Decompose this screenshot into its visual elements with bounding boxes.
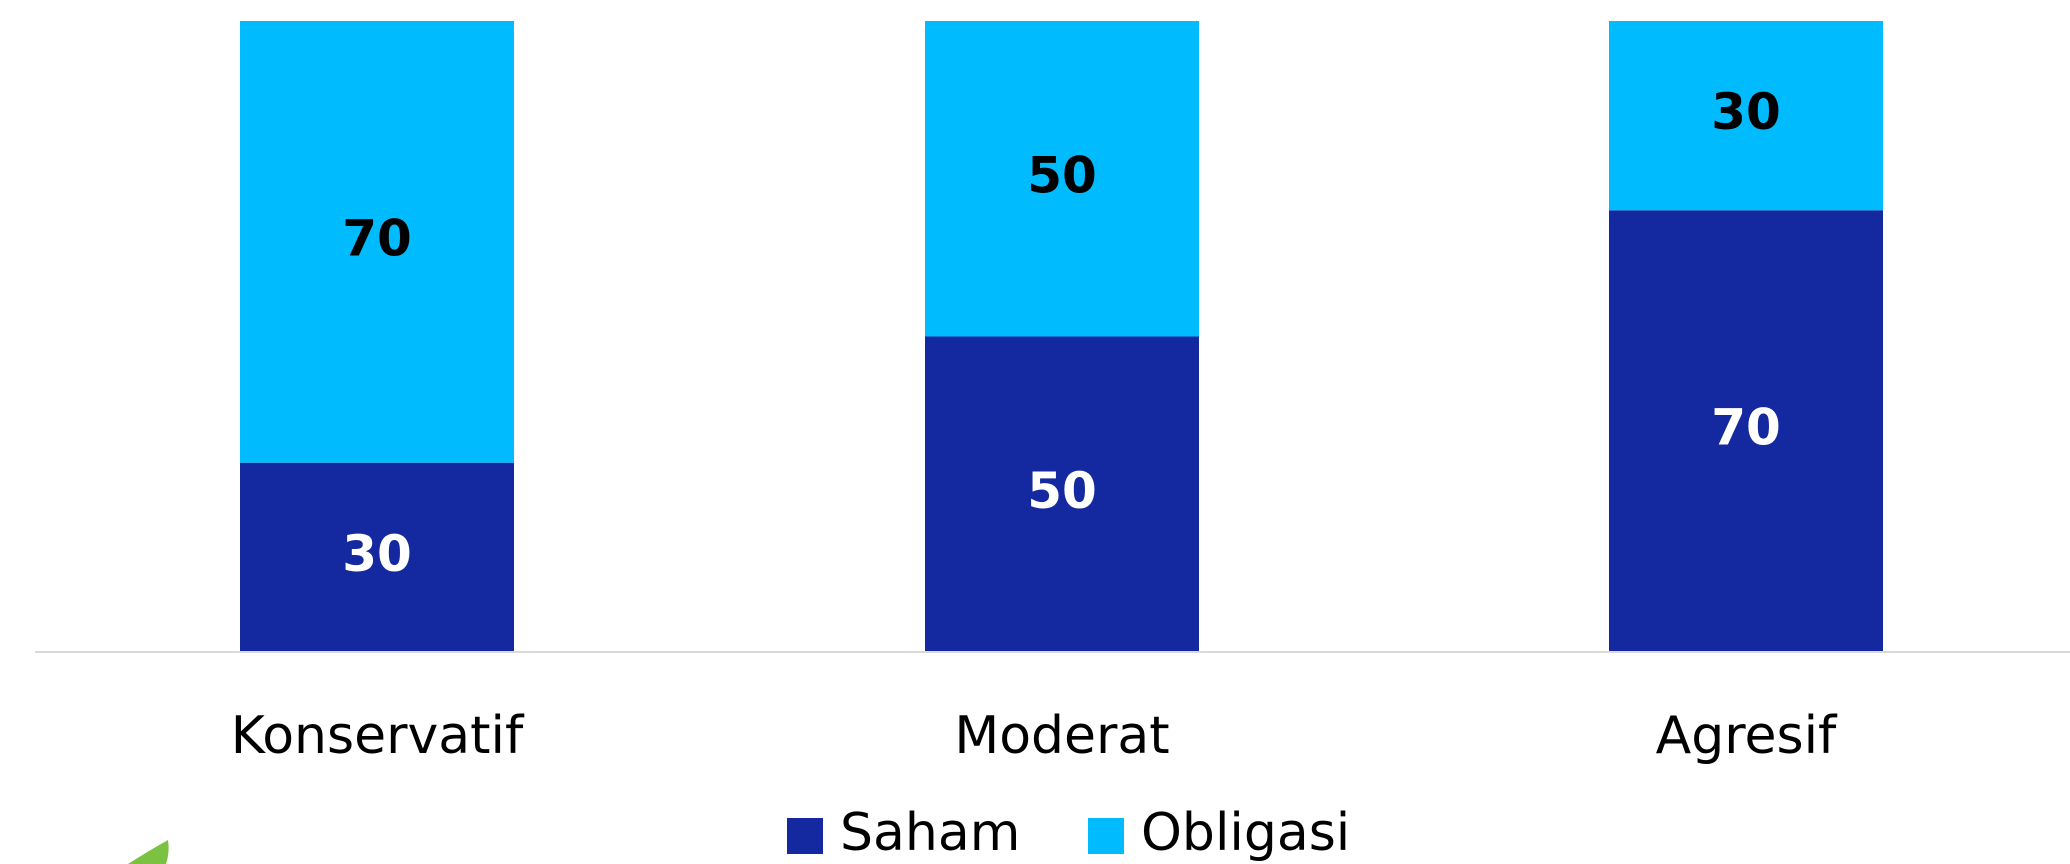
- bar-segment: [1609, 21, 1883, 211]
- data-label: 50: [1027, 462, 1097, 520]
- legend-label: Obligasi: [1141, 803, 1350, 863]
- legend-label: Saham: [840, 803, 1020, 863]
- bar-segment: [1609, 210, 1883, 653]
- data-label: 70: [342, 209, 412, 267]
- bar-segment: [240, 21, 514, 463]
- logo-fragment: [128, 840, 169, 864]
- bar-segment: [240, 462, 514, 652]
- data-label: 50: [1027, 146, 1097, 204]
- data-label: 30: [1711, 83, 1781, 141]
- x-tick-label: Agresif: [1656, 706, 1838, 766]
- bar-segment: [925, 21, 1199, 337]
- bar-segment: [925, 336, 1199, 652]
- data-label: 70: [1711, 399, 1781, 457]
- legend-swatch: [787, 818, 823, 854]
- x-tick-label: Konservatif: [231, 706, 525, 766]
- legend-swatch: [1088, 818, 1124, 854]
- data-label: 30: [342, 525, 412, 583]
- x-tick-label: Moderat: [954, 706, 1169, 766]
